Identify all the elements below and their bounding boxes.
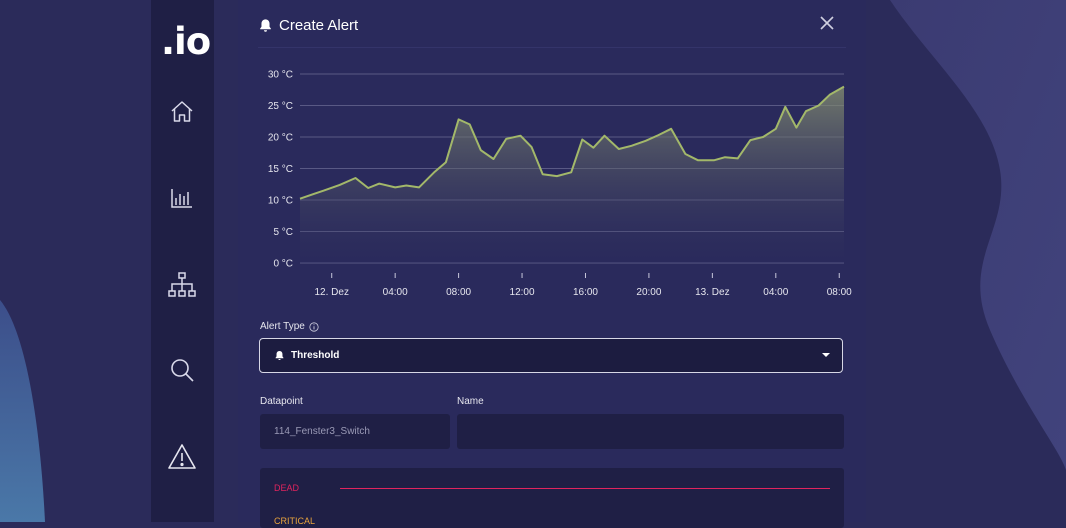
alert-type-label: Alert Type — [260, 321, 305, 332]
datapoint-field[interactable]: 114_Fenster3_Switch — [260, 414, 450, 449]
y-tick-label: 20 °C — [268, 133, 293, 144]
threshold-label-critical: CRITICAL — [274, 516, 316, 526]
hierarchy-icon[interactable] — [165, 268, 199, 302]
x-tick-label: 12:00 — [510, 287, 535, 298]
y-tick-label: 10 °C — [268, 196, 293, 207]
x-tick-label: 04:00 — [763, 287, 788, 298]
x-tick-label: 16:00 — [573, 287, 598, 298]
bell-icon — [260, 18, 271, 32]
header-divider — [258, 47, 846, 48]
temperature-area — [300, 86, 844, 263]
alert-icon[interactable] — [165, 440, 199, 474]
y-tick-label: 5 °C — [273, 227, 293, 238]
chevron-down-icon — [822, 353, 830, 357]
close-icon — [820, 16, 834, 30]
alert-type-label-row: Alert Type — [260, 321, 319, 332]
temperature-chart: 0 °C 5 °C 10 °C 15 °C 20 °C 25 °C 30 °C 12. Dez… — [258, 58, 854, 308]
search-icon[interactable] — [165, 353, 199, 387]
threshold-row-critical[interactable]: CRITICAL — [274, 516, 315, 526]
chart-svg: 0 °C 5 °C 10 °C 15 °C 20 °C 25 °C 30 °C 12. Dez… — [268, 70, 852, 299]
y-tick-label: 15 °C — [268, 164, 293, 175]
x-tick-label: 13. Dez — [695, 287, 729, 298]
dialog-header: Create Alert — [258, 14, 358, 36]
datapoint-label: Datapoint — [260, 396, 303, 407]
alert-type-select[interactable]: Threshold — [259, 338, 843, 373]
create-alert-dialog: Create Alert 0 °C 5 °C 10 °C 15 °C 20 °C 25 °… — [238, 0, 866, 528]
alert-type-value: Threshold — [291, 350, 340, 361]
temperature-line — [299, 85, 845, 200]
sidebar: .io — [151, 0, 214, 522]
x-tick-label: 12. Dez — [314, 287, 348, 298]
x-tick-label: 20:00 — [636, 287, 661, 298]
x-tick-label: 08:00 — [827, 287, 852, 298]
home-icon[interactable] — [165, 95, 199, 129]
close-button[interactable] — [818, 14, 836, 32]
threshold-label-dead: DEAD — [274, 483, 300, 493]
x-tick-label: 04:00 — [383, 287, 408, 298]
y-tick-label: 0 °C — [273, 259, 293, 270]
threshold-list: DEAD CRITICAL — [260, 468, 844, 528]
info-icon[interactable] — [309, 321, 319, 332]
threshold-line-dead — [340, 488, 830, 489]
name-label: Name — [457, 396, 484, 407]
x-tick-label: 08:00 — [446, 287, 471, 298]
bell-icon — [275, 351, 284, 361]
y-tick-label: 25 °C — [268, 101, 293, 112]
dialog-title: Create Alert — [279, 16, 359, 34]
threshold-row-dead[interactable]: DEAD — [274, 483, 299, 493]
name-input[interactable] — [457, 414, 844, 449]
chart-icon[interactable] — [165, 181, 199, 215]
app-logo: .io — [161, 20, 211, 63]
y-tick-label: 30 °C — [268, 70, 293, 81]
